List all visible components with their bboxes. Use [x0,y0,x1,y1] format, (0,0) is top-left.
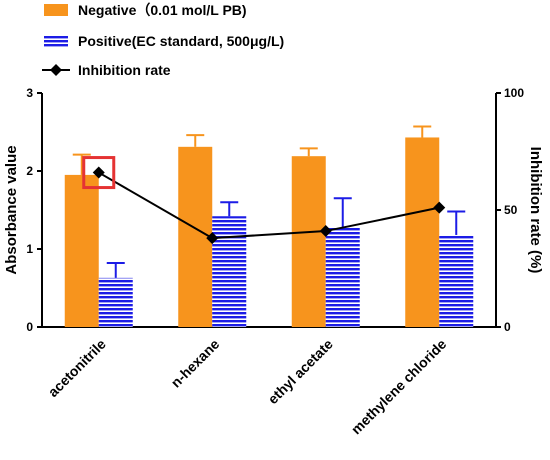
x-category-label: n-hexane [168,336,223,391]
y-axis-right-ticks: 0 50 100 [496,86,524,334]
x-axis-categories: acetonitrile n-hexane ethyl acetate methyle… [45,336,450,438]
legend-item-negative: Negative（0.01 mol/L PB) [44,2,247,18]
bar-positive-1 [212,216,247,327]
legend-label-negative: Negative（0.01 mol/L PB) [78,2,247,18]
legend-swatch-positive [44,35,68,47]
y-axis-title: Absorbance value [3,145,20,274]
legend-item-positive: Positive(EC standard, 500μg/L) [44,33,284,49]
y-tick-label: 3 [26,86,33,100]
bars [64,137,474,327]
y-right-tick-label: 50 [504,203,518,217]
y-right-tick-label: 100 [504,86,524,100]
legend-item-inhibition: Inhibition rate [42,62,171,78]
inhibition-point [206,232,219,245]
highlight-box [82,156,116,190]
x-category-label: methylene chloride [348,336,450,438]
y-axis-right-title: Inhibition rate (%) [527,147,544,274]
y-tick-label: 1 [26,242,33,256]
error-bars [72,125,466,278]
legend-marker-inhibition [50,64,62,76]
inhibition-line [98,171,440,240]
bar-positive-0 [98,277,133,327]
bar-positive-3 [439,234,474,327]
legend: Negative（0.01 mol/L PB) Positive(EC stan… [42,2,284,78]
bar-negative-1 [178,146,213,327]
legend-swatch-negative [44,4,68,16]
bar-positive-2 [325,227,360,327]
y-axis-ticks: 0 1 2 3 [26,86,42,334]
inhibition-point [319,225,332,238]
inhibition-point [92,166,105,179]
x-category-label: ethyl acetate [265,336,336,407]
y-right-tick-label: 0 [504,320,511,334]
bar-negative-3 [405,137,440,327]
inhibition-point [433,201,446,214]
legend-label-positive: Positive(EC standard, 500μg/L) [78,33,284,49]
bar-negative-0 [64,174,99,327]
inhibition-line-series [92,166,446,245]
y-tick-label: 2 [26,164,33,178]
highlight-rect [82,156,116,190]
bar-negative-2 [291,156,326,327]
legend-label-inhibition: Inhibition rate [78,62,171,78]
y-tick-label: 0 [26,320,33,334]
x-category-label: acetonitrile [45,336,109,400]
